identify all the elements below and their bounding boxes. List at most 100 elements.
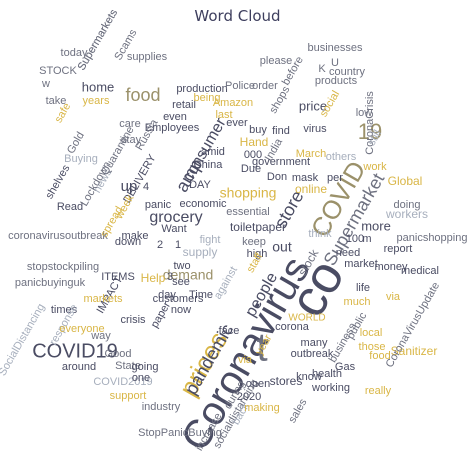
word-government: government (252, 156, 310, 168)
word-2: 2 (157, 239, 163, 251)
word-report: report (384, 243, 413, 255)
word-make: make (122, 230, 149, 242)
word-market: market (344, 258, 378, 270)
word-stopstockpiling: stopstockpiling (27, 261, 99, 273)
word-order: order (252, 80, 278, 92)
word-quarantine: Quarantine (99, 124, 137, 177)
word-due: Due (241, 163, 261, 175)
word-work: work (362, 161, 387, 173)
word-making: making (244, 402, 279, 414)
word-care: care (119, 118, 140, 130)
word-coronacrisis: CoronaCrisis (364, 91, 376, 155)
word-high: high (247, 248, 268, 260)
word-more: more (361, 218, 391, 233)
word-food: food (369, 350, 390, 362)
word-t: t (256, 326, 267, 370)
word-corona: corona (275, 321, 310, 333)
word-country: country (329, 66, 366, 78)
word-stoppanicbuying: StopPanicBuying (138, 427, 222, 439)
word-state: State (115, 360, 141, 372)
word-stores: stores (270, 374, 303, 388)
word-want: Want (161, 223, 186, 235)
word-local: local (360, 327, 383, 339)
word-take: take (46, 95, 67, 107)
word-now: now (171, 304, 191, 316)
word-one: one (132, 372, 150, 384)
word-amazon: Amazon (213, 97, 253, 109)
word-day: day (158, 289, 176, 301)
word-u: U (331, 57, 339, 69)
word-shelves: shelves (43, 162, 72, 201)
word-panic: panic (145, 199, 172, 211)
word-way: way (90, 330, 111, 342)
word-china: China (194, 159, 224, 171)
word-000: 000 (244, 149, 262, 161)
word-help: Help (141, 271, 166, 285)
word-supplies: supplies (127, 51, 168, 63)
word-via: via (238, 354, 253, 366)
word-being: being (194, 92, 221, 104)
word-coronavirusoutbreak: coronavirusoutbreak (8, 230, 108, 242)
word-amid: amid (201, 146, 225, 158)
word-outbreak: outbreak (291, 348, 334, 360)
word-time: Time (189, 289, 213, 301)
word-businesses: businesses (307, 42, 363, 54)
word-customers: customers (153, 293, 204, 305)
word-don: Don (267, 171, 287, 183)
word-think: think (308, 228, 332, 240)
word-stay: stay (121, 134, 142, 146)
word-gas: Gas (335, 361, 356, 373)
word-supply: supply (183, 245, 218, 259)
word-buying: Buying (64, 153, 98, 165)
word-last: last (215, 109, 232, 121)
word-low: low (356, 107, 373, 119)
word-up: up (121, 178, 138, 195)
word-demand: demand (163, 267, 214, 283)
word-hand: Hand (240, 135, 269, 149)
word-19: 19 (358, 119, 382, 144)
word-today: today (61, 47, 88, 59)
word-online: online (295, 182, 327, 196)
word-out: out (272, 239, 292, 255)
word-industry: industry (142, 401, 181, 413)
word-see: see (172, 276, 190, 288)
word-even: even (163, 111, 187, 123)
word-please: please (260, 55, 292, 67)
word-open: open (246, 378, 270, 390)
word-health: health (312, 368, 342, 380)
word-1: 1 (175, 239, 181, 251)
word-working: working (311, 382, 350, 394)
word-3: 3 (167, 271, 173, 283)
word-those: those (359, 341, 386, 353)
word-food: food (125, 85, 160, 105)
word-2020: 2020 (237, 391, 261, 403)
word-ever: ever (226, 117, 248, 129)
word-face: face (219, 325, 240, 337)
word-buy: buy (249, 124, 267, 136)
word-covid2019: COVID2019 (93, 376, 152, 388)
word-economic: economic (179, 198, 227, 210)
word-toiletpaper: toiletpaper (230, 220, 286, 234)
word-money: money (374, 261, 408, 273)
word-support: support (110, 390, 147, 402)
word-k: K (318, 63, 326, 75)
word-workers: workers (385, 207, 428, 221)
word-stock: STOCK (39, 65, 77, 77)
word-sanitizer: Sanitizer (391, 344, 438, 358)
word-find: find (272, 125, 290, 137)
word-times: times (51, 304, 78, 316)
word-markets: markets (83, 293, 123, 305)
word-covid19: COVID19 (32, 340, 118, 362)
word-m: m (362, 233, 371, 245)
word-panicshopping: panicshopping (397, 232, 468, 244)
word-read: Read (57, 201, 83, 213)
word-shopping: shopping (220, 185, 277, 201)
word-4: 4 (143, 181, 149, 193)
word-world: WORLD (288, 313, 325, 324)
word-many: many (301, 337, 328, 349)
word-global: Global (388, 174, 423, 188)
word-supermarkets: Supermarkets (76, 7, 121, 73)
word-home: home (82, 79, 115, 94)
